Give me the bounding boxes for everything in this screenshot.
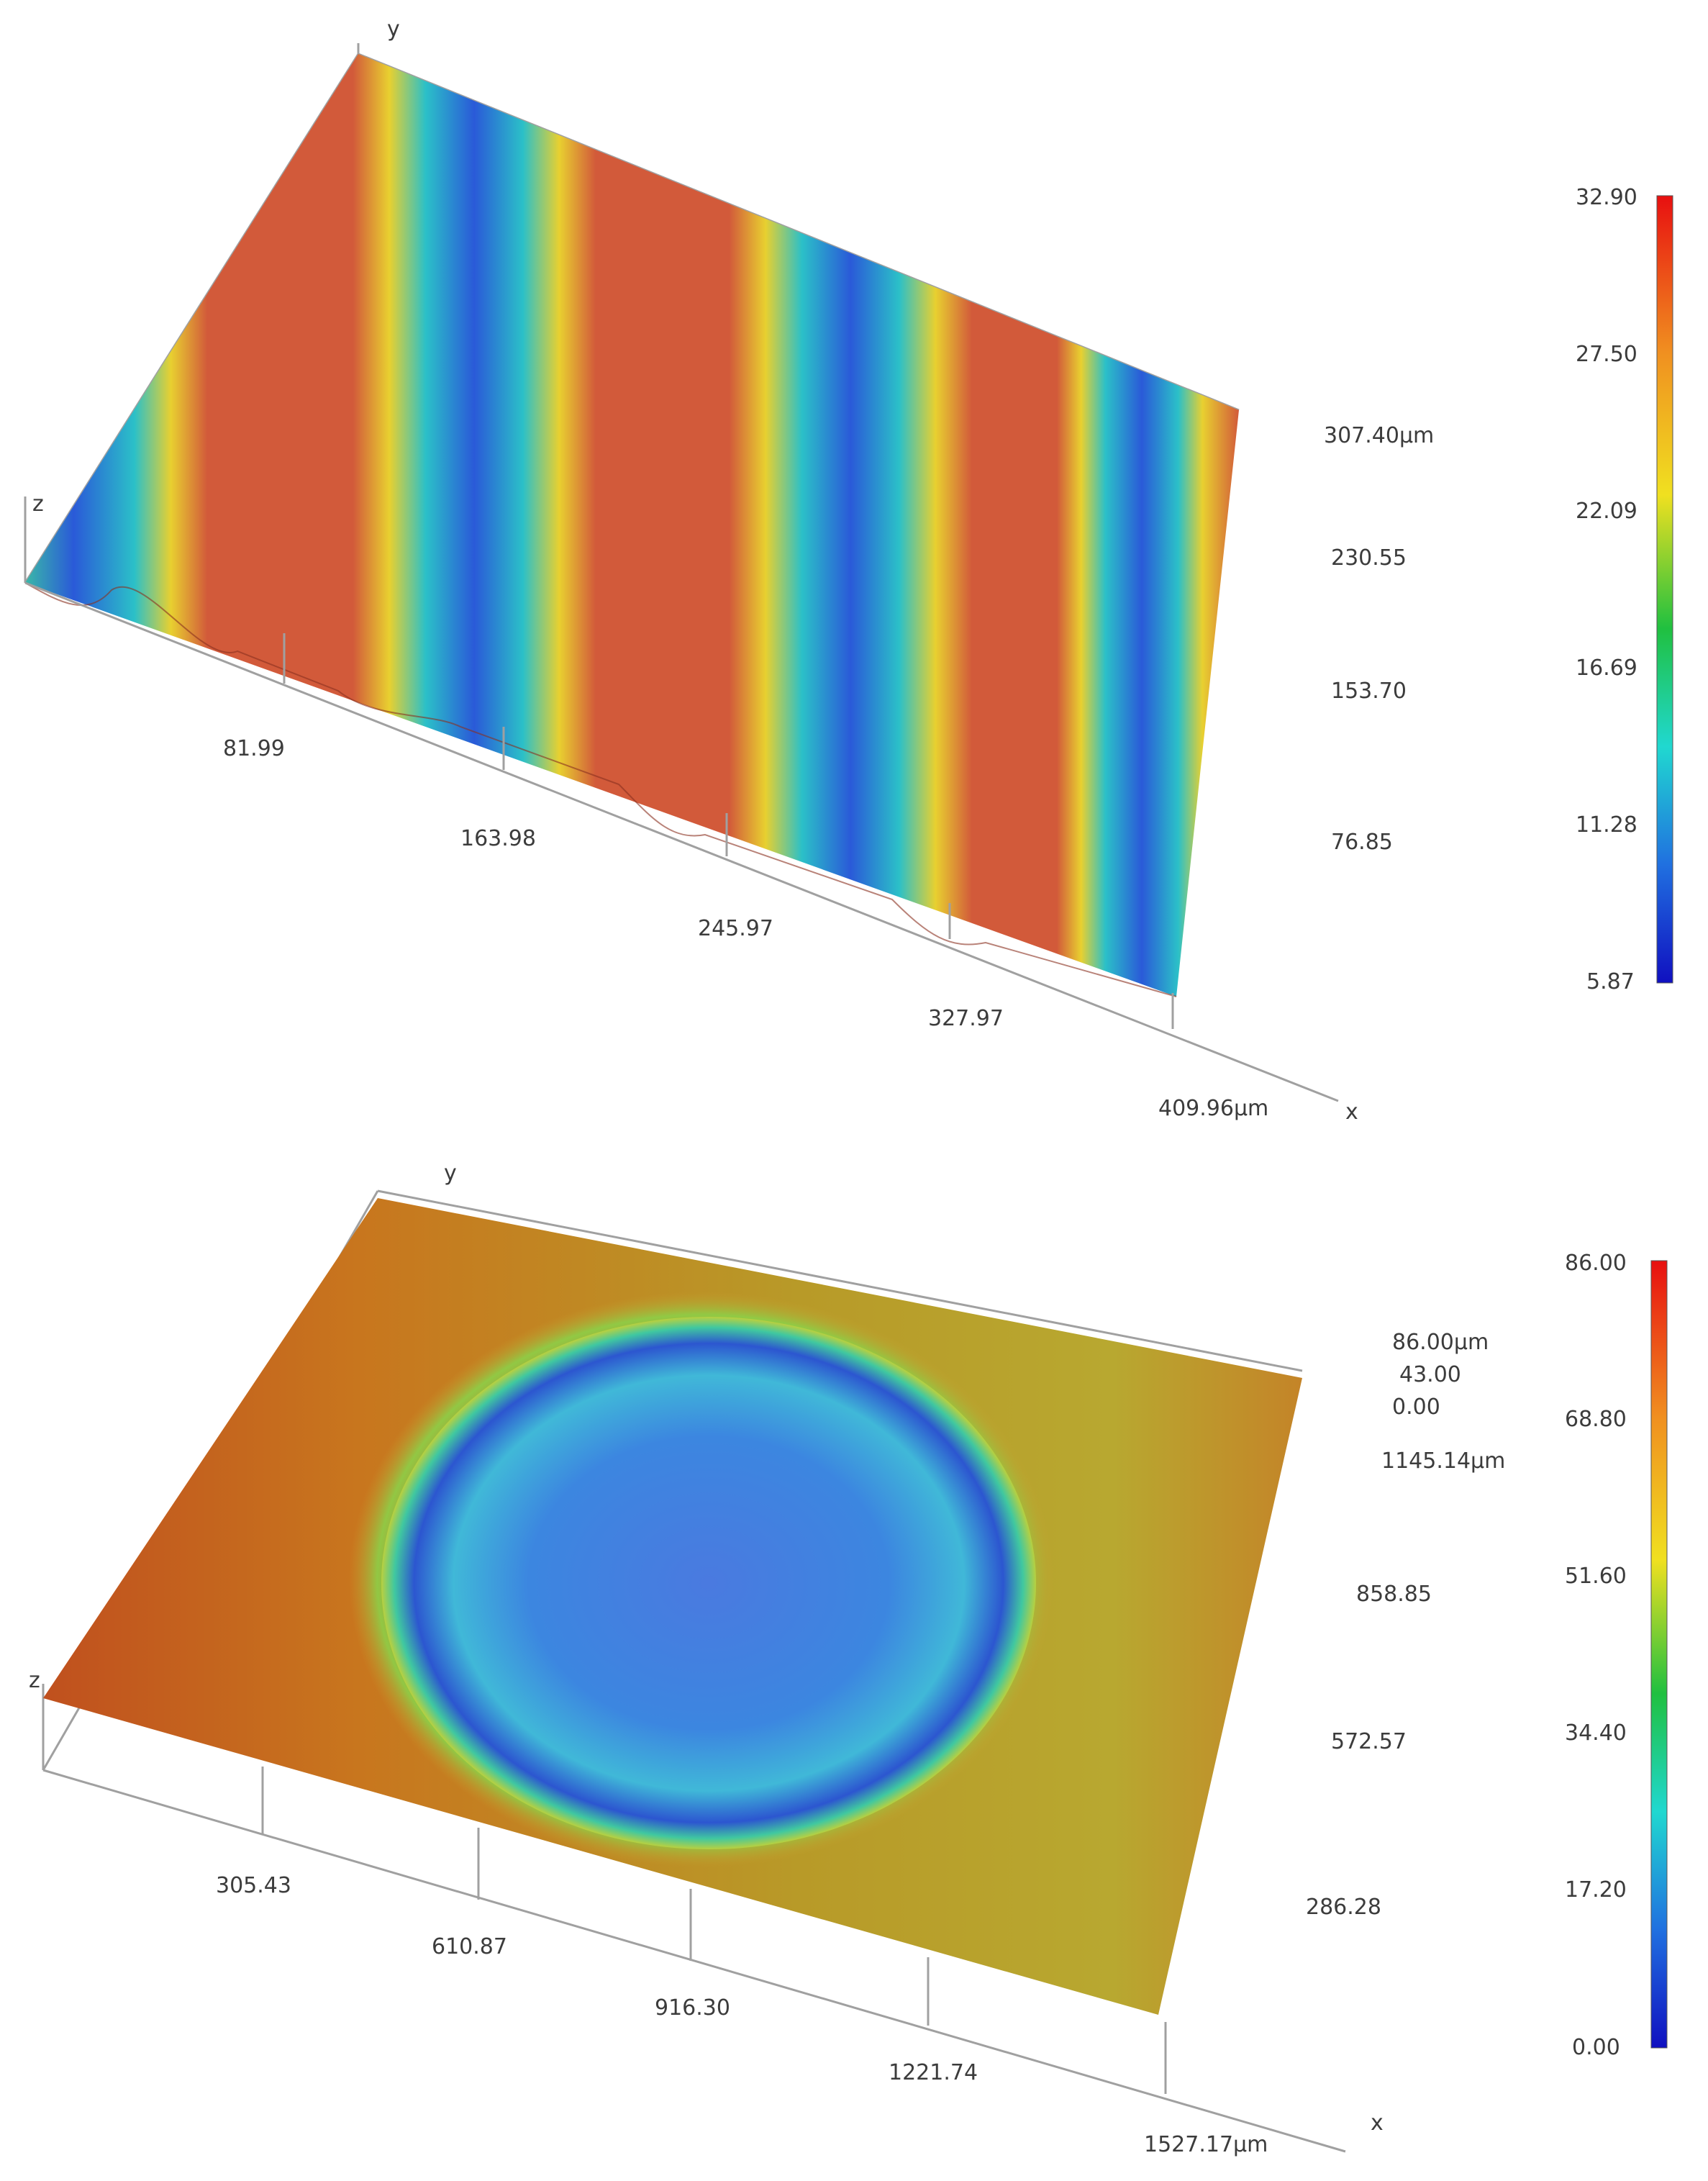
- plot-2: 305.43 610.87 916.30 1221.74 1527.17µm x…: [29, 1161, 1668, 2157]
- plot-1-cbar-tick: 32.90: [1576, 185, 1637, 210]
- plot-1-cbar-tick: 22.09: [1576, 499, 1637, 524]
- plot-2-cbar-tick: 68.80: [1565, 1407, 1627, 1432]
- plot-2-cbar-tick: 17.20: [1565, 1877, 1627, 1903]
- plot-1-z-label: z: [32, 491, 44, 517]
- plot-2-cbar-tick: 51.60: [1565, 1564, 1627, 1589]
- plot-1-front-edge: [24, 582, 1177, 997]
- plot-2-colorbar: [1650, 1260, 1668, 2049]
- plot-2-cbar-tick: 0.00: [1572, 2035, 1620, 2060]
- plot-1-y-tick: 307.40µm: [1324, 423, 1434, 448]
- plot-2-axes: [42, 1767, 1346, 2153]
- plot-2-z-tick: 43.00: [1399, 1362, 1461, 1387]
- plot-1-x-tick: 409.96µm: [1158, 1096, 1268, 1121]
- plot-1-surface: [25, 54, 1239, 997]
- plot-2-cbar-tick: 34.40: [1565, 1720, 1627, 1746]
- plot-1-cbar-tick: 5.87: [1586, 969, 1635, 994]
- plot-2-z-tick: 86.00µm: [1392, 1330, 1489, 1355]
- plot-1-colorbar: [1656, 195, 1673, 984]
- plot-2-y-tick: 858.85: [1356, 1582, 1432, 1607]
- plot-2-x-tick: 1221.74: [889, 2060, 978, 2085]
- plot-1-x-tick: 163.98: [460, 826, 536, 851]
- plot-2-y-tick: 572.57: [1331, 1729, 1407, 1754]
- plot-1-y-tick: 76.85: [1331, 830, 1393, 855]
- plot-2-y-tick: 1145.14µm: [1381, 1448, 1505, 1474]
- plot-1-x-label: x: [1345, 1099, 1358, 1125]
- plot-2-x-label: x: [1371, 2110, 1384, 2136]
- plot-1-cbar-tick: 11.28: [1576, 812, 1637, 838]
- plot-2-x-tick: 1527.17µm: [1144, 2132, 1268, 2157]
- plot-1: 81.99 163.98 245.97 327.97 409.96µm x y …: [24, 17, 1673, 1125]
- plot-1-cbar-tick: 16.69: [1576, 656, 1637, 681]
- plot-2-x-tick: 610.87: [432, 1934, 507, 1959]
- plot-2-z-label: z: [29, 1668, 40, 1693]
- plot-1-x-tick: 327.97: [928, 1006, 1004, 1031]
- plot-1-y-tick: 153.70: [1331, 679, 1407, 704]
- plot-1-y-tick: 230.55: [1331, 545, 1407, 571]
- plot-2-x-tick: 916.30: [655, 1995, 730, 2021]
- plot-2-x-tick: 305.43: [216, 1873, 291, 1898]
- plot-1-x-tick: 245.97: [698, 916, 773, 941]
- plot-1-cbar-tick: 27.50: [1576, 342, 1637, 367]
- plot-1-x-tick: 81.99: [223, 736, 285, 761]
- plot-1-y-label: y: [387, 17, 400, 42]
- plot-2-crater: [381, 1317, 1036, 1849]
- plot-2-y-tick: 286.28: [1306, 1895, 1381, 1920]
- plot-2-z-tick: 0.00: [1392, 1395, 1440, 1420]
- plot-2-y-label: y: [444, 1161, 457, 1186]
- plot-2-cbar-tick: 86.00: [1565, 1251, 1627, 1276]
- plot-1-axes: [24, 581, 1339, 1102]
